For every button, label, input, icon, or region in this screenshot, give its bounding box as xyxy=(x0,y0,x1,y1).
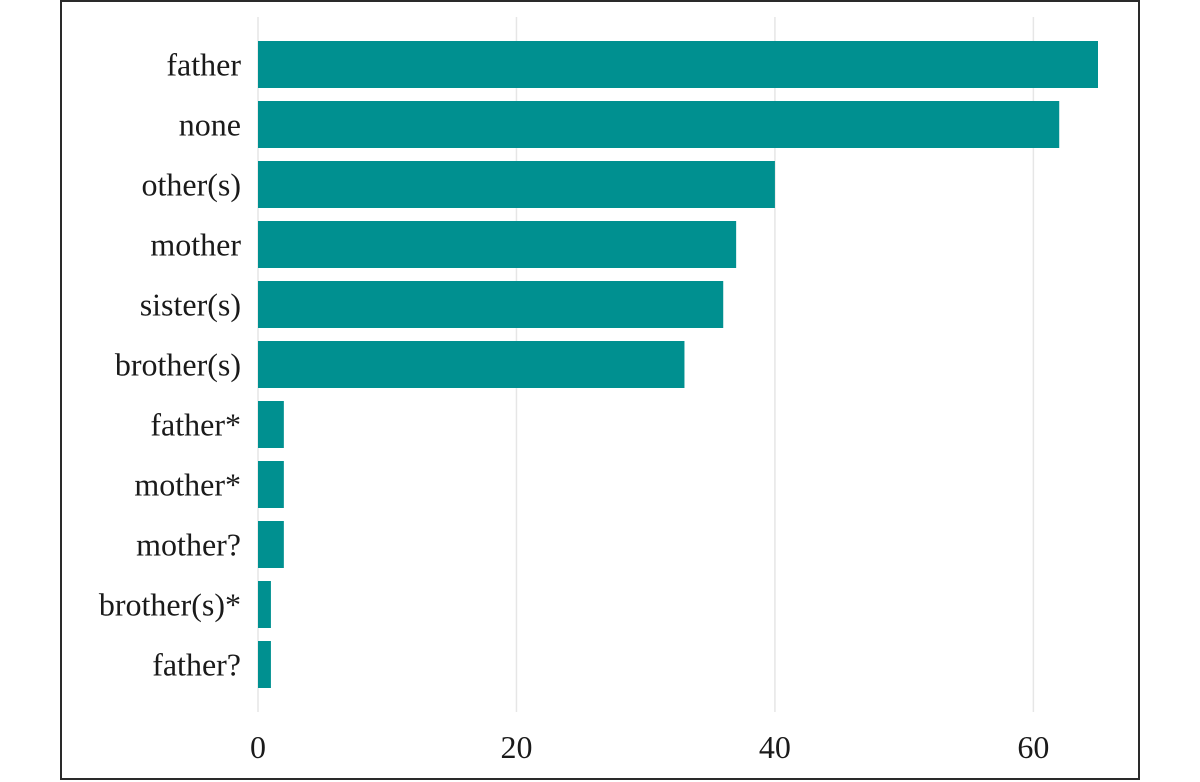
bar xyxy=(258,581,271,628)
bar-chart: father none other(s) mother sister(s) brother… xyxy=(99,17,1098,765)
x-tick-label: 20 xyxy=(500,729,532,765)
category-label: brother(s) xyxy=(115,347,241,383)
category-label: sister(s) xyxy=(140,287,241,323)
category-label: brother(s)* xyxy=(99,587,241,623)
bar-layer xyxy=(258,41,1098,688)
bar xyxy=(258,521,284,568)
bar xyxy=(258,101,1060,148)
category-label: mother* xyxy=(134,467,241,503)
category-label: none xyxy=(179,107,241,143)
category-label: mother? xyxy=(136,527,241,563)
category-label: mother xyxy=(150,227,241,263)
x-tick-label: 40 xyxy=(759,729,791,765)
bar xyxy=(258,281,724,328)
bar xyxy=(258,221,737,268)
bar xyxy=(258,341,685,388)
chart-frame: father none other(s) mother sister(s) brother… xyxy=(60,0,1140,780)
category-label: father xyxy=(166,47,241,83)
x-tick-labels: 0 20 40 60 xyxy=(250,729,1049,765)
bar xyxy=(258,161,775,208)
x-tick-label: 60 xyxy=(1017,729,1049,765)
category-label: father? xyxy=(152,647,241,683)
category-label: other(s) xyxy=(141,167,241,203)
x-tick-label: 0 xyxy=(250,729,266,765)
category-labels: father none other(s) mother sister(s) brother… xyxy=(99,47,242,683)
bar xyxy=(258,401,284,448)
category-label: father* xyxy=(150,407,241,443)
bar xyxy=(258,641,271,688)
bar xyxy=(258,41,1098,88)
bar xyxy=(258,461,284,508)
